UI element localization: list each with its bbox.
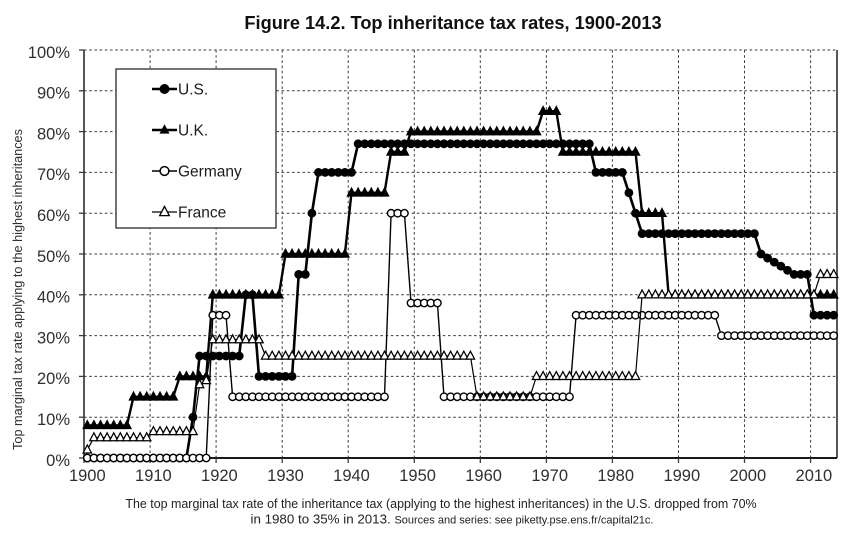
svg-text:60%: 60%	[37, 207, 70, 225]
svg-text:U.K.: U.K.	[178, 123, 208, 140]
svg-text:1980: 1980	[597, 467, 634, 485]
svg-text:1950: 1950	[399, 467, 436, 485]
svg-text:100%: 100%	[28, 44, 71, 62]
svg-text:1970: 1970	[531, 467, 568, 485]
svg-text:Germany: Germany	[178, 164, 242, 181]
svg-text:90%: 90%	[37, 85, 70, 103]
svg-text:70%: 70%	[37, 166, 70, 184]
svg-text:1990: 1990	[663, 467, 700, 485]
svg-text:40%: 40%	[37, 289, 70, 307]
svg-text:1900: 1900	[69, 467, 106, 485]
svg-text:The top marginal tax rate of t: The top marginal tax rate of the inherit…	[125, 497, 756, 511]
svg-text:10%: 10%	[37, 411, 70, 429]
svg-text:1930: 1930	[267, 467, 304, 485]
svg-text:1910: 1910	[135, 467, 172, 485]
svg-text:1920: 1920	[201, 467, 238, 485]
svg-text:50%: 50%	[37, 248, 70, 266]
svg-text:2000: 2000	[729, 467, 766, 485]
svg-text:2010: 2010	[796, 467, 833, 485]
svg-text:Figure 14.2. Top inheritance t: Figure 14.2. Top inheritance tax rates, …	[244, 13, 661, 33]
svg-text:U.S.: U.S.	[178, 82, 208, 99]
svg-text:30%: 30%	[37, 329, 70, 347]
svg-text:France: France	[178, 205, 226, 222]
svg-text:Top marginal tax rate applying: Top marginal tax rate applying to the hi…	[11, 129, 25, 450]
svg-text:in 1980 to 35% in 2013. Source: in 1980 to 35% in 2013. Sources and seri…	[251, 512, 654, 527]
svg-text:20%: 20%	[37, 370, 70, 388]
svg-text:80%: 80%	[37, 125, 70, 143]
svg-text:1960: 1960	[465, 467, 502, 485]
svg-text:1940: 1940	[333, 467, 370, 485]
svg-text:0%: 0%	[46, 452, 70, 470]
